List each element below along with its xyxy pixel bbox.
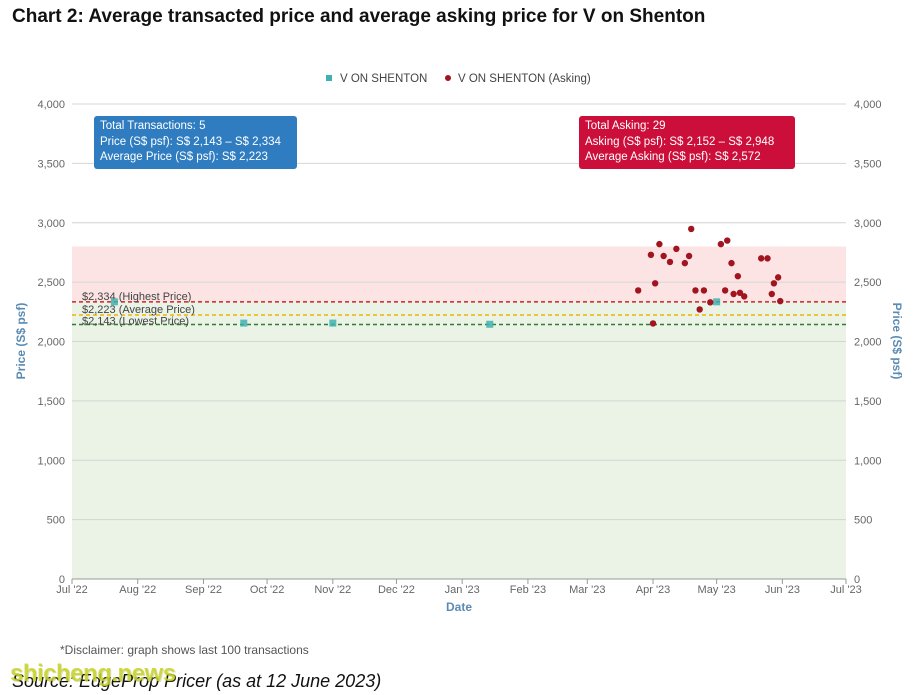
x-tick-label: Sep '22 [185, 584, 222, 596]
x-tick-label: Apr '23 [636, 584, 671, 596]
asking-point [666, 258, 674, 266]
x-tick-label: Feb '23 [510, 584, 546, 596]
x-tick-label: Jul '22 [56, 584, 87, 596]
y-tick-label-left: 4,000 [37, 99, 65, 111]
y-tick-label-left: 2,500 [37, 277, 65, 289]
asking-point [757, 255, 765, 262]
asking-point [634, 287, 642, 294]
transactions-total: Total Transactions: 5 [100, 120, 206, 132]
transactions-average-price: Average Price (S$ psf): S$ 2,223 [100, 151, 268, 163]
y-tick-label-right: 3,500 [854, 158, 882, 170]
y-axis-title-right: Price (S$ psf) [890, 303, 904, 380]
asking-point [673, 245, 680, 253]
asking-point [736, 289, 744, 297]
asking-point [730, 290, 737, 298]
asking-point [660, 252, 667, 260]
page-title: Chart 2: Average transacted price and av… [12, 6, 706, 27]
axes: 0 0 500 500 1,000 1,000 1,500 1,500 2,000 2,000 2,… [37, 99, 881, 596]
transaction-point [329, 319, 337, 327]
asking-info-box: Total Asking: 29 Asking (S$ psf): S$ 2,1… [579, 116, 795, 169]
transaction-point [240, 319, 248, 327]
asking-point [688, 225, 695, 233]
y-tick-label-left: 3,500 [37, 158, 65, 170]
y-tick-label-left: 500 [47, 515, 65, 527]
asking-point [656, 240, 663, 248]
asking-point [717, 240, 725, 248]
x-tick-label: Jun '23 [765, 584, 800, 596]
asking-point [721, 287, 729, 294]
data-points [110, 225, 784, 328]
legend-marker-transactions [326, 75, 332, 81]
asking-point [692, 287, 699, 294]
asking-point [647, 251, 655, 259]
asking-point [700, 287, 708, 294]
legend-marker-asking [445, 75, 451, 81]
y-tick-label-right: 1,500 [854, 396, 882, 408]
x-tick-label: Jul '23 [830, 584, 861, 596]
x-tick-label: Mar '23 [569, 584, 605, 596]
x-tick-label: Oct '22 [250, 584, 285, 596]
reference-line-label: $2,223 (Average Price) [82, 304, 195, 316]
asking-point [770, 280, 778, 287]
asking-point [707, 299, 714, 306]
asking-point [777, 297, 784, 305]
asking-point [728, 259, 735, 267]
asking-point [724, 237, 731, 244]
price-band-0 [72, 246, 846, 302]
y-tick-label-right: 0 [854, 574, 860, 586]
y-tick-label-right: 500 [854, 515, 872, 527]
y-tick-label-left: 3,000 [37, 218, 65, 230]
legend[interactable]: V ON SHENTON V ON SHENTON (Asking) [326, 73, 591, 85]
x-axis-title: Date [446, 600, 472, 614]
x-tick-label: Dec '22 [378, 584, 415, 596]
asking-point [741, 293, 748, 300]
watermark-logo: shicheng.news [10, 660, 176, 687]
y-tick-label-left: 2,000 [37, 337, 65, 349]
y-tick-label-right: 2,500 [854, 277, 882, 289]
asking-average-price: Average Asking (S$ psf): S$ 2,572 [585, 151, 761, 163]
x-tick-label: Nov '22 [314, 584, 351, 596]
disclaimer-text: *Disclaimer: graph shows last 100 transa… [60, 643, 309, 657]
asking-price-range: Asking (S$ psf): S$ 2,152 – S$ 2,948 [585, 135, 775, 148]
transaction-point [110, 298, 118, 306]
transaction-point [713, 298, 721, 306]
y-axis-title-left: Price (S$ psf) [14, 303, 28, 380]
price-band-1 [72, 301, 846, 579]
y-tick-label-right: 2,000 [854, 337, 882, 349]
legend-item-transactions[interactable]: V ON SHENTON [340, 73, 427, 85]
price-bands [72, 246, 846, 579]
asking-point [768, 290, 775, 298]
y-tick-label-right: 4,000 [854, 99, 882, 111]
transaction-point [486, 320, 494, 328]
x-tick-label: Jan '23 [445, 584, 480, 596]
x-tick-label: Aug '22 [119, 584, 156, 596]
y-tick-label-left: 0 [59, 574, 65, 586]
transactions-price-range: Price (S$ psf): S$ 2,143 – S$ 2,334 [100, 135, 281, 148]
y-tick-label-left: 1,500 [37, 396, 65, 408]
grid-lines [72, 103, 846, 580]
transactions-info-box: Total Transactions: 5 Price (S$ psf): S$… [94, 116, 297, 169]
asking-point [764, 255, 771, 262]
legend-item-asking[interactable]: V ON SHENTON (Asking) [458, 73, 591, 85]
asking-point [681, 259, 689, 267]
asking-point [696, 306, 703, 313]
asking-point [774, 274, 782, 281]
reference-line-label: $2,143 (Lowest Price) [82, 316, 189, 328]
x-tick-label: May '23 [698, 584, 736, 596]
asking-point [651, 280, 659, 287]
asking-point [734, 272, 742, 280]
y-tick-label-right: 3,000 [854, 218, 882, 230]
reference-line-label: $2,334 (Highest Price) [82, 291, 191, 303]
asking-point [649, 320, 657, 327]
y-tick-label-left: 1,000 [37, 455, 65, 467]
asking-point [685, 252, 693, 260]
asking-total: Total Asking: 29 [585, 120, 666, 132]
source-caption: Source: EdgeProp Pricer (as at 12 June 2… [12, 671, 382, 691]
y-tick-label-right: 1,000 [854, 455, 882, 467]
reference-lines: $2,334 (Highest Price)$2,223 (Average Pr… [72, 291, 846, 328]
